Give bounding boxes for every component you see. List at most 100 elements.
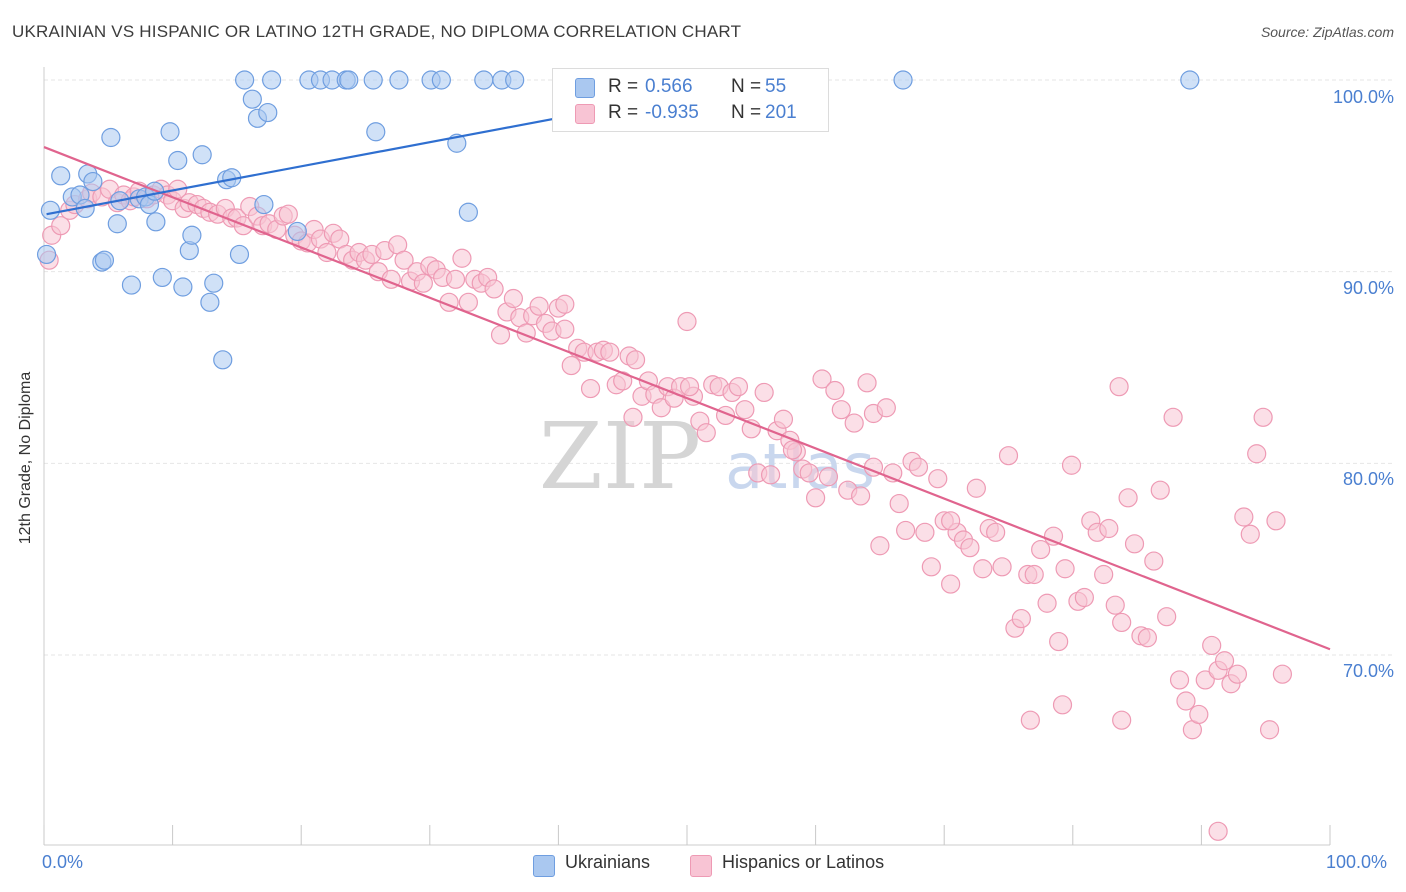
hispanic-point	[580, 378, 601, 399]
ukrainian-point	[287, 221, 307, 242]
ukrainian-point	[213, 350, 233, 370]
hispanic-point	[452, 248, 472, 268]
ukrainian-point	[36, 244, 57, 265]
hispanic-point	[1208, 821, 1228, 841]
ukrainian-point	[204, 273, 224, 293]
ukrainian-point	[431, 70, 451, 90]
hispanic-point	[966, 478, 986, 498]
hispanic-point	[857, 373, 877, 393]
hispanic-point	[1105, 595, 1125, 615]
hispanic-point	[625, 350, 646, 370]
hispanic-point	[870, 536, 890, 556]
ukrainian-point	[458, 202, 478, 222]
ukrainian-point	[83, 171, 103, 192]
ukrainian-point	[200, 292, 220, 312]
axes	[43, 67, 1331, 846]
hispanic-point	[1024, 564, 1044, 585]
hispanic-point	[782, 440, 803, 460]
ukrainian-point	[51, 166, 71, 186]
hispanic-point	[915, 522, 935, 542]
hispanic-point	[623, 407, 643, 427]
legend-n-label: N =	[731, 76, 762, 97]
legend-row-ukrainians: R = 0.566 N = 55	[553, 76, 828, 100]
hispanic-point	[1272, 664, 1293, 684]
hispanic-point	[413, 273, 433, 293]
hispanic-point	[1049, 631, 1069, 652]
hispanic-point	[1137, 628, 1157, 648]
hispanic-point	[1189, 704, 1209, 725]
y-tick-label-80: 80.0%	[1342, 469, 1394, 489]
y-tick-label-70: 70.0%	[1342, 661, 1394, 681]
hispanic-point	[1074, 587, 1094, 608]
correlation-legend: R = 0.566 N = 55 R = -0.935 N = 201	[552, 68, 829, 132]
y-tick-label-90: 90.0%	[1342, 278, 1394, 298]
y-tick-label-100: 100.0%	[1332, 87, 1394, 107]
ukrainian-point	[505, 70, 525, 90]
legend-n-label: N =	[731, 102, 762, 123]
hispanic-point	[529, 296, 549, 316]
bottom-legend-swatch-pink	[690, 855, 712, 877]
hispanic-point	[1043, 526, 1064, 546]
ukrainian-point	[229, 244, 250, 265]
ukrainian-point	[107, 214, 127, 234]
hispanic-point	[1150, 480, 1170, 500]
hispanic-point	[1109, 377, 1129, 397]
ukrainian-point	[363, 70, 383, 90]
hispanic-point	[1112, 612, 1132, 633]
hispanic-point	[1099, 518, 1119, 539]
hispanic-point	[1266, 511, 1286, 531]
hispanic-point	[1118, 488, 1138, 508]
ukrainian-point	[339, 70, 359, 90]
hispanic-point	[1176, 691, 1196, 711]
hispanic-point	[773, 409, 794, 429]
ukrainian-point	[168, 150, 188, 171]
ukrainian-point	[262, 70, 282, 90]
hispanic-point	[1037, 593, 1057, 613]
hispanic-point	[844, 413, 864, 433]
legend-swatch-pink	[575, 104, 595, 124]
hispanic-point	[1031, 539, 1051, 560]
hispanic-point	[561, 355, 581, 376]
hispanic-points	[39, 179, 1293, 841]
legend-r-value: 0.566	[645, 76, 693, 97]
ukrainian-point	[242, 89, 262, 109]
hispanic-point	[825, 380, 845, 401]
hispanic-point	[484, 279, 504, 299]
hispanic-point	[908, 457, 929, 477]
hispanic-point	[805, 488, 826, 508]
hispanic-point	[818, 467, 839, 487]
hispanic-point	[1247, 444, 1267, 464]
hispanic-point	[831, 400, 851, 420]
ukrainian-point	[121, 275, 142, 295]
legend-r-label: R =	[608, 102, 639, 123]
trend-lines	[43, 100, 1331, 651]
hispanic-point	[1157, 607, 1177, 627]
hispanic-point	[896, 520, 916, 541]
x-tick-label-0: 0.0%	[42, 852, 84, 872]
grid	[44, 79, 1392, 656]
hispanic-point	[555, 294, 575, 314]
ukrainian-point	[173, 277, 193, 297]
hispanic-trend-line	[43, 146, 1331, 651]
legend-n-value: 201	[765, 102, 797, 123]
hispanic-point	[998, 446, 1019, 466]
ukrainian-point	[1180, 70, 1200, 90]
hispanic-point	[735, 400, 755, 420]
hispanic-point	[921, 557, 941, 577]
hispanic-point	[728, 377, 749, 397]
hispanic-point	[1094, 564, 1114, 585]
hispanic-point	[445, 269, 466, 289]
hispanic-point	[1163, 407, 1183, 427]
hispanic-point	[851, 486, 871, 506]
ukrainian-point	[366, 122, 386, 142]
x-tick-label-100: 100.0%	[1326, 852, 1388, 872]
hispanic-point	[1202, 635, 1222, 656]
hispanic-point	[1055, 559, 1075, 579]
ukrainian-point	[474, 70, 494, 90]
hispanic-point	[754, 382, 774, 403]
hispanic-point	[394, 250, 414, 270]
ukrainian-point	[182, 225, 202, 245]
hispanic-point	[992, 557, 1012, 577]
ukrainian-point	[192, 145, 212, 165]
hispanic-point	[960, 538, 980, 558]
